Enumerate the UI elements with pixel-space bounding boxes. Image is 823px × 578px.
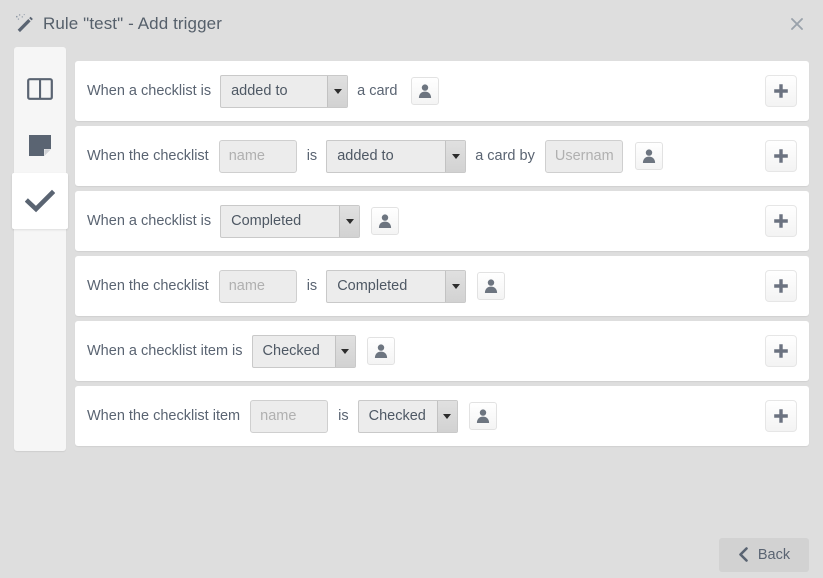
back-button-label: Back: [757, 546, 791, 563]
table-row[interactable]: When the checklist is Completed: [75, 256, 809, 316]
table-row[interactable]: When a checklist is Completed: [75, 191, 809, 251]
trigger-row-fields: When a checklist is added to a card: [87, 74, 765, 108]
member-filter-button[interactable]: [366, 337, 395, 365]
select-value: Checked: [262, 343, 320, 359]
checklist-action-select[interactable]: added to: [326, 139, 467, 173]
card-icon: [29, 135, 51, 156]
trigger-row-fields: When a checklist is Completed: [87, 204, 765, 238]
close-button[interactable]: [784, 11, 810, 37]
table-row[interactable]: When the checklist is added to a card by: [75, 126, 809, 186]
select-value: added to: [337, 148, 394, 164]
trigger-text: is: [338, 408, 349, 424]
trigger-text: When the checklist item: [87, 408, 241, 424]
checklist-state-select[interactable]: Completed: [220, 204, 361, 238]
trigger-row-fields: When a checklist item is Checked: [87, 334, 765, 368]
trigger-category-sidebar: [12, 47, 68, 451]
member-filter-button[interactable]: [634, 142, 663, 170]
magic-wand-icon: [16, 13, 33, 32]
sidebar-item-board[interactable]: [14, 61, 66, 117]
person-icon: [419, 84, 432, 98]
sidebar-item-card[interactable]: [14, 117, 66, 173]
add-trigger-button[interactable]: [765, 75, 797, 107]
person-icon: [642, 149, 655, 163]
chevron-down-icon: [436, 400, 457, 432]
dialog-titlebar: Rule "test" - Add trigger: [0, 0, 823, 47]
trigger-list: When a checklist is added to a card: [75, 47, 809, 531]
person-icon: [485, 279, 498, 293]
plus-icon: [774, 409, 788, 423]
person-icon: [476, 409, 489, 423]
back-button[interactable]: Back: [719, 537, 809, 572]
member-filter-button[interactable]: [477, 272, 506, 300]
trigger-row-fields: When the checklist is added to a card by: [87, 139, 765, 173]
trigger-text: a card: [357, 83, 398, 99]
trigger-row-fields: When the checklist is Completed: [87, 269, 765, 303]
trigger-text: a card by: [475, 148, 535, 164]
trigger-text: When a checklist is: [87, 83, 212, 99]
trigger-text: When the checklist: [87, 148, 209, 164]
chevron-down-icon: [445, 270, 466, 302]
plus-icon: [774, 84, 788, 98]
select-value: Checked: [368, 408, 426, 424]
person-icon: [374, 344, 387, 358]
trigger-text: is: [306, 278, 318, 294]
add-trigger-button[interactable]: [765, 140, 797, 172]
plus-icon: [774, 149, 788, 163]
checklist-name-input[interactable]: [218, 269, 297, 303]
dialog-footer: Back: [0, 531, 823, 578]
trigger-text: When the checklist: [87, 278, 209, 294]
checklist-state-select[interactable]: Completed: [326, 269, 467, 303]
close-icon: [791, 18, 803, 30]
table-row[interactable]: When a checklist item is Checked: [75, 321, 809, 381]
dialog-body: When a checklist is added to a card: [0, 47, 823, 531]
person-icon: [379, 214, 392, 228]
member-filter-button[interactable]: [371, 207, 400, 235]
sidebar-item-checklist[interactable]: [12, 173, 68, 229]
chevron-down-icon: [327, 75, 348, 107]
member-filter-button[interactable]: [468, 402, 497, 430]
trigger-text: is: [306, 148, 318, 164]
plus-icon: [774, 214, 788, 228]
trigger-text: When a checklist item is: [87, 343, 243, 359]
table-row[interactable]: When the checklist item is Checked: [75, 386, 809, 446]
trigger-row-fields: When the checklist item is Checked: [87, 399, 765, 433]
add-trigger-button[interactable]: [765, 270, 797, 302]
checkmark-icon: [25, 189, 55, 213]
add-trigger-button[interactable]: [765, 335, 797, 367]
checklist-name-input[interactable]: [218, 139, 297, 173]
plus-icon: [774, 344, 788, 358]
checklist-action-select[interactable]: added to: [220, 74, 349, 108]
plus-icon: [774, 279, 788, 293]
select-value: Completed: [337, 278, 408, 294]
checklist-item-state-select[interactable]: Checked: [357, 399, 458, 433]
page-title: Rule "test" - Add trigger: [43, 13, 222, 33]
add-trigger-button[interactable]: [765, 400, 797, 432]
checklist-item-state-select[interactable]: Checked: [251, 334, 356, 368]
add-trigger-button[interactable]: [765, 205, 797, 237]
member-filter-button[interactable]: [411, 77, 440, 105]
username-input[interactable]: [544, 139, 623, 173]
table-row[interactable]: When a checklist is added to a card: [75, 61, 809, 121]
board-icon: [27, 78, 53, 100]
chevron-down-icon: [445, 140, 466, 172]
select-value: added to: [231, 83, 288, 99]
trigger-text: When a checklist is: [87, 213, 212, 229]
chevron-down-icon: [339, 205, 360, 237]
chevron-left-icon: [739, 547, 748, 562]
select-value: Completed: [231, 213, 302, 229]
checklist-item-name-input[interactable]: [250, 399, 329, 433]
chevron-down-icon: [334, 335, 355, 367]
